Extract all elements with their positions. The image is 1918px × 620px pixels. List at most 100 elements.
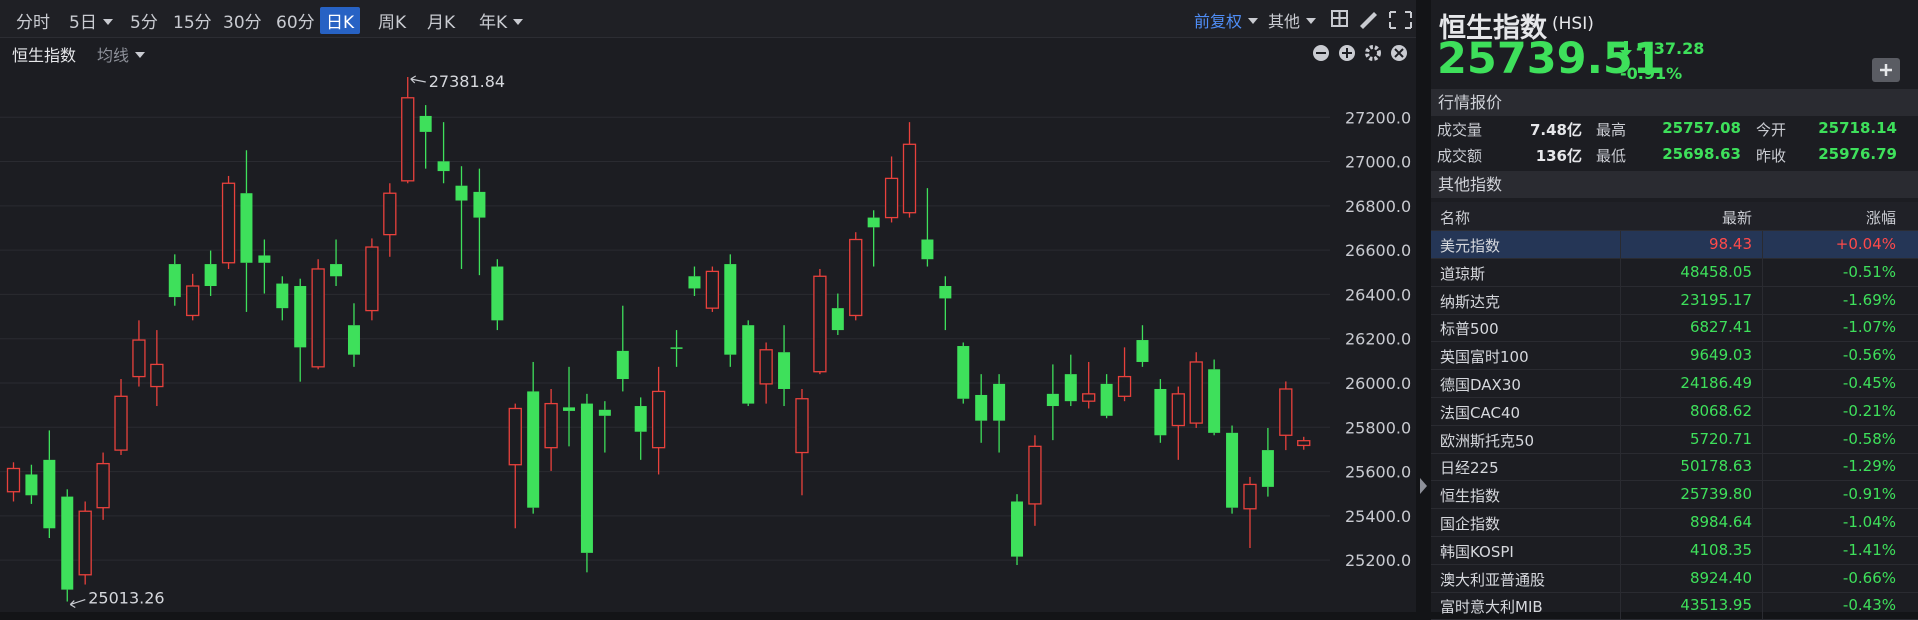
index-change: -1.04% bbox=[1842, 513, 1896, 531]
table-row[interactable] bbox=[1431, 481, 1918, 510]
table-row[interactable] bbox=[1431, 370, 1918, 398]
candle-body bbox=[1082, 393, 1096, 402]
table-row[interactable] bbox=[1431, 565, 1918, 593]
chart-controls bbox=[1313, 45, 1407, 61]
table-row[interactable] bbox=[1431, 259, 1918, 287]
period-button[interactable]: 15分 bbox=[173, 13, 212, 33]
period-button[interactable]: 30分 bbox=[223, 13, 262, 33]
table-row[interactable] bbox=[1431, 398, 1918, 426]
stat-label: 昨收 bbox=[1756, 147, 1787, 165]
y-tick-label: 26800.0 bbox=[1345, 197, 1411, 216]
candle-body bbox=[724, 264, 737, 355]
candle-body bbox=[1189, 361, 1203, 424]
col-divider bbox=[1762, 231, 1763, 258]
index-change: +0.04% bbox=[1835, 235, 1896, 253]
section-title: 其他指数 bbox=[1431, 171, 1918, 198]
plus-glyph bbox=[1346, 48, 1348, 58]
period-button[interactable]: 5分 bbox=[130, 13, 158, 33]
candle-body bbox=[1011, 501, 1024, 557]
index-last: 6827.41 bbox=[1689, 318, 1752, 337]
period-button[interactable]: 周K bbox=[378, 13, 407, 33]
period-button[interactable]: 日K bbox=[320, 7, 361, 34]
stat-label: 最高 bbox=[1596, 121, 1627, 139]
period-button[interactable]: 月K bbox=[427, 13, 456, 33]
stat-value: 136亿 bbox=[1535, 147, 1582, 165]
candle-body bbox=[527, 391, 540, 508]
candle-body bbox=[778, 352, 791, 389]
candle-body bbox=[491, 266, 504, 321]
candle-body bbox=[742, 325, 755, 404]
plus-glyph bbox=[1880, 64, 1892, 76]
index-change: -1.07% bbox=[1842, 318, 1896, 337]
candle-body bbox=[25, 474, 38, 496]
index-change: -0.45% bbox=[1842, 374, 1896, 392]
table-row[interactable] bbox=[1431, 426, 1918, 454]
table-row[interactable] bbox=[1431, 509, 1918, 537]
candle-body bbox=[580, 403, 593, 553]
fullscreen-icon[interactable] bbox=[1389, 11, 1412, 29]
index-change: -1.29% bbox=[1842, 457, 1896, 476]
arrow-glyph bbox=[1620, 41, 1632, 57]
chart-panel: 分时 5日 5分 15分 30分 60分 日K 周K 月K 年K 前复权 其他 恒生指数 均线 252… bbox=[0, 0, 1416, 612]
quote-change-pct: -0.91% bbox=[1620, 64, 1683, 83]
column-header: 名称 bbox=[1440, 209, 1471, 227]
candle-body bbox=[1028, 445, 1042, 505]
index-change: -0.51% bbox=[1842, 262, 1896, 281]
col-divider bbox=[1762, 453, 1763, 481]
y-tick-label: 26000.0 bbox=[1345, 374, 1411, 393]
candle-body bbox=[688, 276, 701, 289]
section-title: 行情报价 bbox=[1431, 89, 1918, 116]
col-divider bbox=[1762, 286, 1763, 314]
index-last: 50178.63 bbox=[1680, 457, 1752, 476]
index-name: 澳大利亚普通股 bbox=[1440, 570, 1546, 589]
stat-label: 最低 bbox=[1596, 147, 1627, 165]
candle-body bbox=[168, 264, 181, 298]
annotation-arrow bbox=[410, 75, 426, 84]
stat-value: 25718.14 bbox=[1818, 119, 1897, 137]
index-last: 5720.71 bbox=[1689, 429, 1752, 448]
table-row[interactable] bbox=[1431, 537, 1918, 565]
index-last: 9649.03 bbox=[1689, 346, 1752, 365]
candle-body bbox=[419, 115, 432, 132]
candle-body bbox=[795, 398, 809, 454]
index-last: 8068.62 bbox=[1689, 401, 1752, 420]
index-change: -0.66% bbox=[1842, 568, 1896, 587]
table-row[interactable] bbox=[1431, 287, 1918, 315]
table-row[interactable] bbox=[1431, 453, 1918, 482]
draw-icon[interactable] bbox=[1360, 12, 1377, 29]
index-last: 43513.95 bbox=[1680, 596, 1752, 615]
stat-label: 成交额 bbox=[1437, 147, 1483, 165]
y-tick-label: 25600.0 bbox=[1345, 463, 1411, 482]
candle-body bbox=[831, 308, 844, 331]
stat-label: 成交量 bbox=[1437, 121, 1483, 139]
candle-body bbox=[114, 395, 128, 451]
col-divider bbox=[1620, 453, 1621, 481]
toolbar-menu[interactable]: 其他 bbox=[1262, 7, 1322, 33]
candle-body bbox=[1046, 393, 1059, 407]
period-button[interactable]: 5日 bbox=[63, 7, 119, 34]
candle-body bbox=[508, 407, 522, 466]
divider bbox=[1416, 0, 1431, 612]
candle-body bbox=[1226, 432, 1239, 508]
add-button[interactable] bbox=[1872, 58, 1900, 82]
candle-body bbox=[365, 246, 379, 312]
col-divider bbox=[1620, 564, 1621, 592]
table-row[interactable] bbox=[1431, 314, 1918, 343]
period-button[interactable]: 年K bbox=[473, 7, 529, 34]
candle-body bbox=[993, 383, 1006, 421]
candle-body bbox=[705, 270, 720, 309]
candle-body bbox=[1243, 483, 1257, 510]
index-name: 法国CAC40 bbox=[1440, 403, 1521, 422]
candle-body bbox=[150, 363, 164, 388]
period-button[interactable]: 分时 bbox=[16, 13, 50, 33]
table-row[interactable] bbox=[1431, 342, 1918, 371]
candle-body bbox=[61, 496, 74, 590]
collapse-toggle[interactable] bbox=[1420, 478, 1427, 494]
table-row[interactable] bbox=[1431, 231, 1918, 259]
settings[interactable] bbox=[1365, 45, 1381, 61]
candle-body bbox=[186, 285, 200, 317]
period-button[interactable]: 60分 bbox=[276, 13, 315, 33]
toolbar-menu[interactable]: 前复权 bbox=[1188, 7, 1264, 33]
indicator-menu[interactable]: 均线 bbox=[97, 42, 145, 66]
